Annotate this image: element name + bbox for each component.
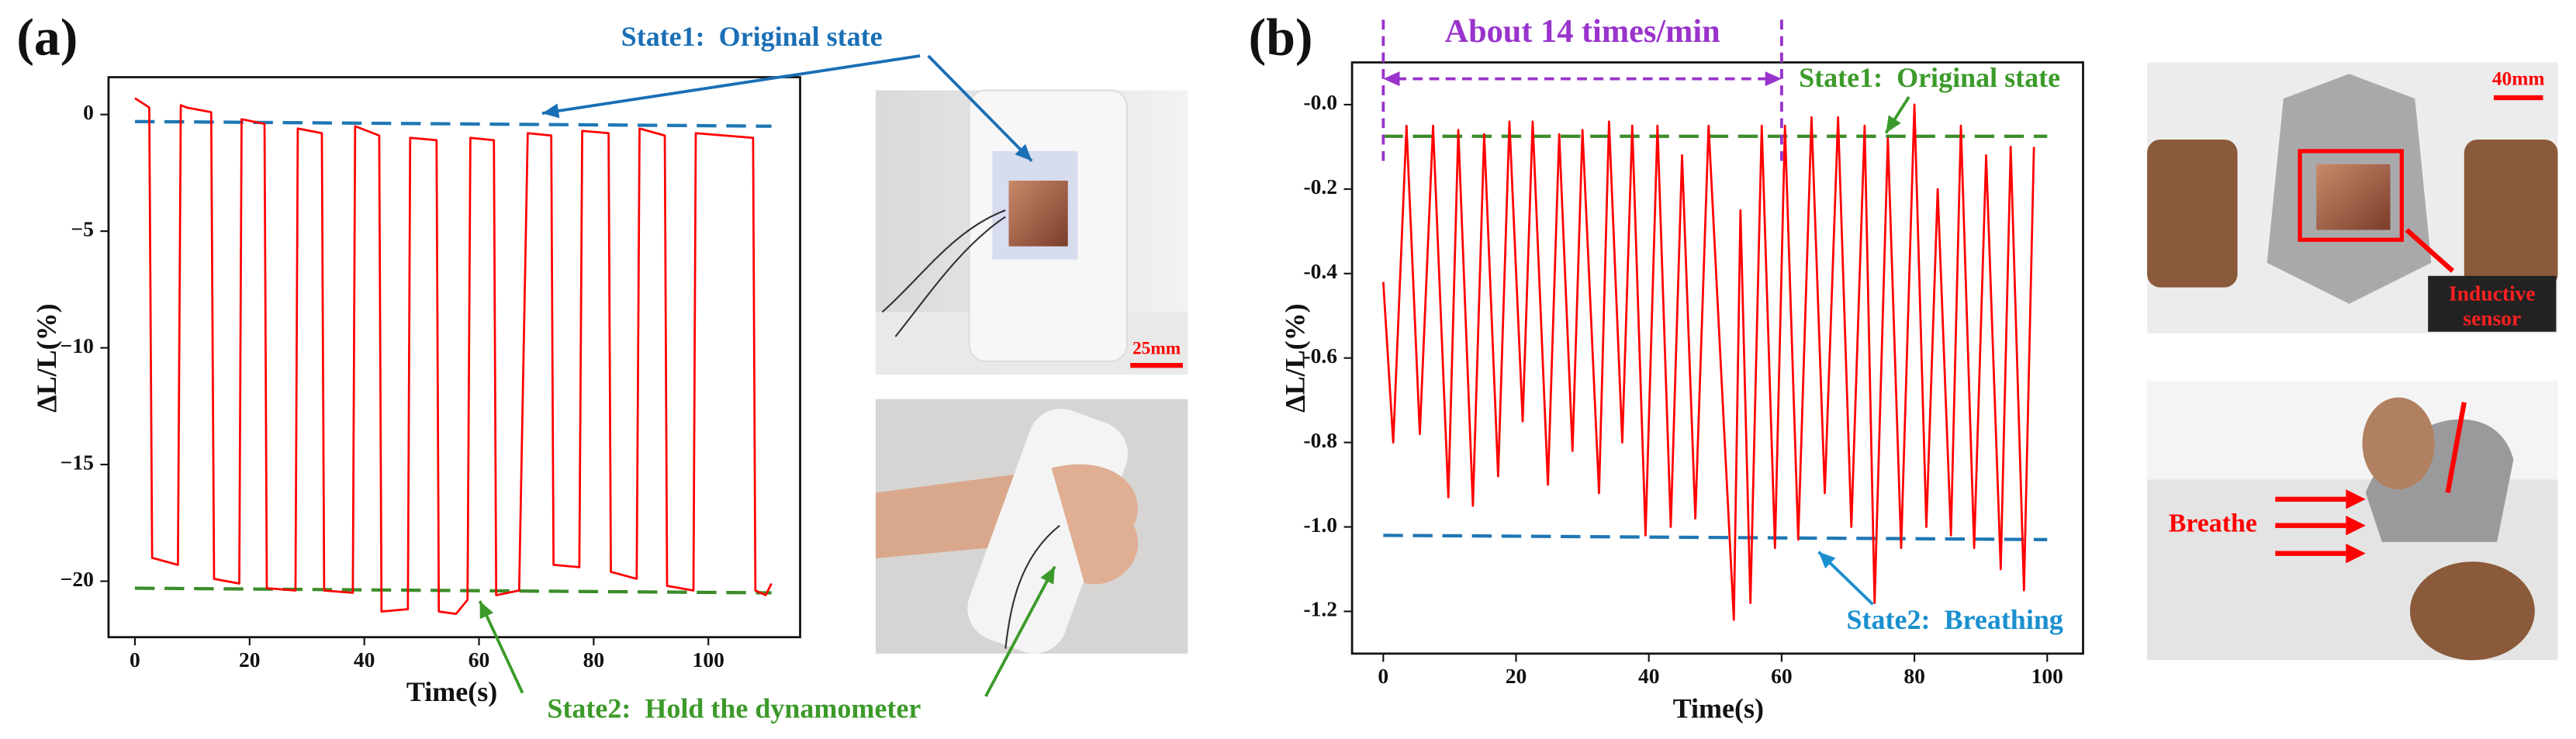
x-tick-label: 0 (1378, 664, 1388, 688)
span-label: About 14 times/min (1444, 13, 1720, 50)
x-tick-label: 40 (1638, 664, 1660, 688)
sensor-label: Inductive (2449, 281, 2536, 306)
y-tick-label: -1.2 (1303, 597, 1337, 621)
x-tick-label: 0 (130, 647, 140, 672)
y-tick-label: 0 (83, 100, 94, 124)
plot-frame (1350, 61, 2084, 655)
sensor-label: sensor (2463, 306, 2521, 330)
y-tick-label: -0.0 (1303, 90, 1337, 114)
panel-label: (a) (16, 9, 78, 67)
x-tick-label: 100 (693, 647, 724, 672)
scale-bar-label: 40mm (2492, 68, 2545, 90)
y-tick-label: -0.6 (1303, 344, 1337, 368)
y-tick-label: -0.2 (1303, 174, 1337, 199)
arrow (984, 565, 1056, 697)
x-tick-label: 40 (354, 647, 375, 672)
annotation: State1: Original state (621, 21, 883, 52)
arrow (541, 54, 921, 116)
scale-bar-label: 25mm (1132, 338, 1181, 358)
arrow-head (1818, 551, 1836, 569)
photo-mask-side: Breathe (2147, 381, 2558, 661)
y-axis-title: ΔL/L(%) (31, 303, 62, 413)
arrow (478, 600, 524, 694)
annotation: State2: Hold the dynamometer (547, 692, 921, 723)
x-axis-title: Time(s) (406, 676, 497, 707)
y-tick-label: −20 (61, 567, 94, 591)
breathe-label: Breathe (2169, 509, 2257, 537)
y-tick-label: -0.8 (1303, 428, 1337, 452)
x-axis-title: Time(s) (1673, 692, 1764, 723)
y-tick-label: -1.0 (1303, 513, 1337, 537)
arrow-head (1015, 143, 1032, 161)
arrow-head (1765, 71, 1782, 87)
arrow-head (1040, 566, 1055, 585)
y-tick-label: −5 (71, 216, 93, 240)
x-tick-label: 80 (1903, 664, 1925, 688)
photo-mask-front: Inductive sensor 40mm (2147, 62, 2558, 333)
x-tick-label: 100 (2031, 664, 2063, 688)
arrow-head (542, 103, 560, 119)
y-tick-label: −10 (61, 333, 94, 357)
annotation: State2: Breathing (1847, 604, 2063, 635)
panel-label: (b) (1249, 9, 1313, 67)
arrow (927, 54, 1033, 162)
x-tick-label: 20 (239, 647, 261, 672)
annotation: State1: Original state (1799, 62, 2060, 93)
photo-hand (875, 399, 1188, 654)
y-tick-label: -0.4 (1303, 259, 1337, 283)
arrow-head (479, 601, 494, 620)
y-tick-label: −15 (61, 450, 94, 474)
arrow-head (1383, 71, 1400, 87)
photo-bottle: 25mm (875, 89, 1188, 375)
x-tick-label: 60 (1771, 664, 1793, 688)
reference-line (1383, 534, 2048, 541)
reference-line (134, 119, 772, 128)
reference-line (134, 586, 772, 595)
y-axis-title: ΔL/L(%) (1279, 303, 1310, 413)
data-line (134, 97, 773, 615)
x-tick-label: 60 (469, 647, 490, 672)
data-line (1381, 103, 2035, 621)
arrow-head (1886, 115, 1901, 133)
plot-frame (107, 76, 801, 639)
x-tick-label: 80 (583, 647, 605, 672)
x-tick-label: 20 (1506, 664, 1527, 688)
